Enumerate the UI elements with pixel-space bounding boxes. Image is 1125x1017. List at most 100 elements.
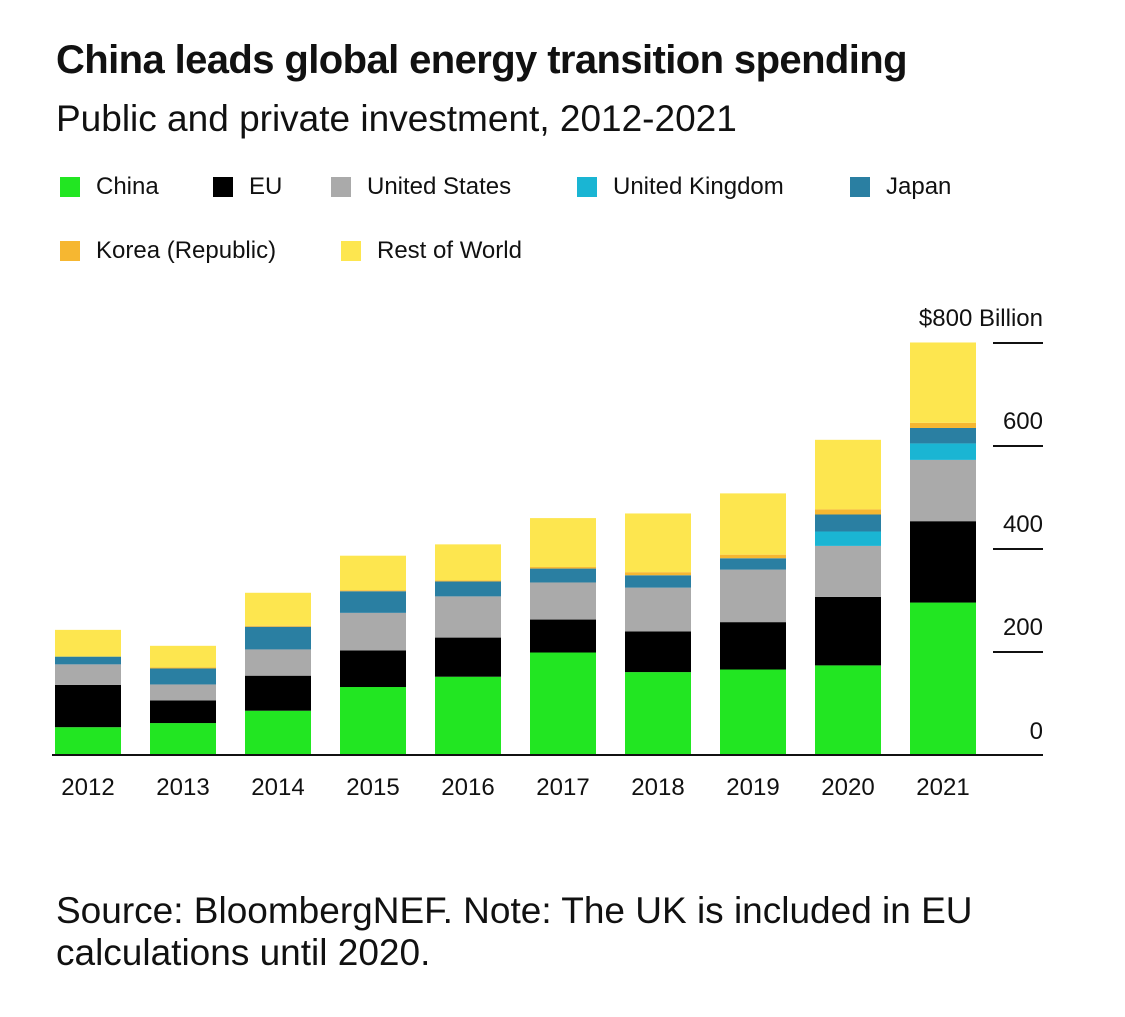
bar-segment-eu-2015 (340, 650, 406, 688)
bar-segment-japan-2020 (815, 514, 881, 532)
bar-segment-china-2012 (55, 727, 121, 755)
legend-label-eu: EU (249, 173, 283, 200)
bar-segment-eu-2012 (55, 684, 121, 728)
bar-segment-japan-2019 (720, 558, 786, 570)
bar-segment-united-states-2019 (720, 569, 786, 623)
legend-label-japan: Japan (886, 173, 952, 200)
bar-segment-rest-of-world-2020 (815, 439, 881, 510)
bar-segment-rest-of-world-2014 (245, 592, 311, 626)
bar-segment-rest-of-world-2021 (910, 342, 976, 423)
legend-label-united-kingdom: United Kingdom (613, 173, 784, 200)
bar-segment-rest-of-world-2017 (530, 518, 596, 568)
bar-segment-china-2017 (530, 652, 596, 755)
legend-item-united-kingdom: United Kingdom (577, 173, 784, 201)
source-note: Source: BloombergNEF. Note: The UK is in… (56, 890, 973, 973)
bar-segment-united-states-2020 (815, 545, 881, 597)
legend-swatch-united-kingdom (577, 177, 597, 197)
legend-swatch-eu (213, 177, 233, 197)
bar-segment-china-2020 (815, 665, 881, 755)
bar-segment-united-states-2012 (55, 664, 121, 685)
bar-segment-japan-2018 (625, 575, 691, 588)
bar-segment-china-2021 (910, 602, 976, 755)
x-tick-label-2016: 2016 (441, 774, 494, 801)
y-tick-label-0: 0 (1030, 718, 1043, 745)
legend-swatch-japan (850, 177, 870, 197)
bar-segment-eu-2021 (910, 521, 976, 603)
bar-segment-united-states-2017 (530, 582, 596, 620)
legend-item-japan: Japan (850, 173, 951, 201)
bar-segment-united-kingdom-2021 (910, 443, 976, 460)
legend-item-korea: Korea (Republic) (60, 237, 276, 265)
legend-swatch-rest-of-world (341, 241, 361, 261)
bar-segment-korea-republic-2019 (720, 554, 786, 559)
y-tick-label-400: 400 (1003, 511, 1043, 538)
legend-swatch-united-states (331, 177, 351, 197)
bar-segment-rest-of-world-2019 (720, 493, 786, 555)
x-tick-label-2020: 2020 (821, 774, 874, 801)
bar-segment-japan-2021 (910, 427, 976, 444)
legend-item-china: China (60, 173, 159, 201)
bar-segment-china-2013 (150, 723, 216, 755)
bar-segment-korea-republic-2013 (150, 667, 216, 669)
legend-label-korea: Korea (Republic) (96, 237, 277, 264)
bar-segment-china-2014 (245, 710, 311, 755)
bar-segment-japan-2013 (150, 668, 216, 685)
bar-segment-korea-republic-2015 (340, 590, 406, 592)
legend-item-united-states: United States (331, 173, 511, 201)
bar-segment-united-states-2014 (245, 649, 311, 676)
bar-segment-rest-of-world-2013 (150, 645, 216, 668)
legend-label-china: China (96, 173, 159, 200)
bar-segment-eu-2018 (625, 631, 691, 673)
bar-segment-eu-2013 (150, 700, 216, 724)
bar-segment-united-kingdom-2020 (815, 531, 881, 546)
bar-segment-united-states-2021 (910, 459, 976, 522)
bar-segment-japan-2014 (245, 626, 311, 650)
bar-segment-eu-2014 (245, 675, 311, 711)
bar-segment-china-2019 (720, 669, 786, 755)
x-tick-label-2021: 2021 (916, 774, 969, 801)
bar-segment-china-2015 (340, 687, 406, 755)
bar-segment-korea-republic-2016 (435, 580, 501, 582)
bar-segment-rest-of-world-2018 (625, 513, 691, 573)
bar-segment-rest-of-world-2012 (55, 629, 121, 657)
stacked-bar-chart: 2012 2013 2014 2015 2016 2017 2018 2019 2020 2021… (52, 305, 1043, 801)
x-tick-label-2019: 2019 (726, 774, 779, 801)
bar-segment-korea-republic-2014 (245, 625, 311, 627)
x-tick-label-2013: 2013 (156, 774, 209, 801)
chart-title: China leads global energy transition spe… (56, 38, 908, 82)
bar-segment-rest-of-world-2016 (435, 544, 501, 581)
bar-segment-japan-2012 (55, 656, 121, 665)
bar-segment-china-2018 (625, 672, 691, 755)
bar-segment-japan-2015 (340, 591, 406, 613)
y-tick-label-800: $800 Billion (919, 305, 1043, 332)
bar-segment-eu-2017 (530, 619, 596, 653)
bar-segment-united-states-2016 (435, 596, 501, 638)
bar-segment-korea-republic-2017 (530, 567, 596, 569)
bar-segment-japan-2017 (530, 568, 596, 583)
bar-segment-united-states-2015 (340, 612, 406, 651)
legend-item-rest-of-world: Rest of World (341, 237, 522, 265)
x-tick-label-2018: 2018 (631, 774, 684, 801)
bar-segment-united-states-2013 (150, 684, 216, 701)
bar-segment-korea-republic-2018 (625, 572, 691, 576)
legend-swatch-korea (60, 241, 80, 261)
legend-item-eu: EU (213, 173, 282, 201)
bar-segment-united-states-2018 (625, 587, 691, 632)
bar-segment-eu-2020 (815, 596, 881, 666)
y-tick-label-200: 200 (1003, 614, 1043, 641)
chart-subtitle: Public and private investment, 2012-2021 (56, 98, 737, 139)
bar-segment-rest-of-world-2015 (340, 555, 406, 591)
x-tick-label-2015: 2015 (346, 774, 399, 801)
legend-label-rest-of-world: Rest of World (377, 237, 522, 264)
y-tick-label-600: 600 (1003, 408, 1043, 435)
legend-label-united-states: United States (367, 173, 512, 200)
x-tick-label-2017: 2017 (536, 774, 589, 801)
bar-segment-japan-2016 (435, 581, 501, 597)
bar-segment-eu-2019 (720, 622, 786, 670)
bar-segment-eu-2016 (435, 637, 501, 677)
x-tick-label-2014: 2014 (251, 774, 304, 801)
bar-segment-china-2016 (435, 676, 501, 755)
bar-segment-korea-republic-2020 (815, 509, 881, 515)
legend-swatch-china (60, 177, 80, 197)
x-tick-label-2012: 2012 (61, 774, 114, 801)
